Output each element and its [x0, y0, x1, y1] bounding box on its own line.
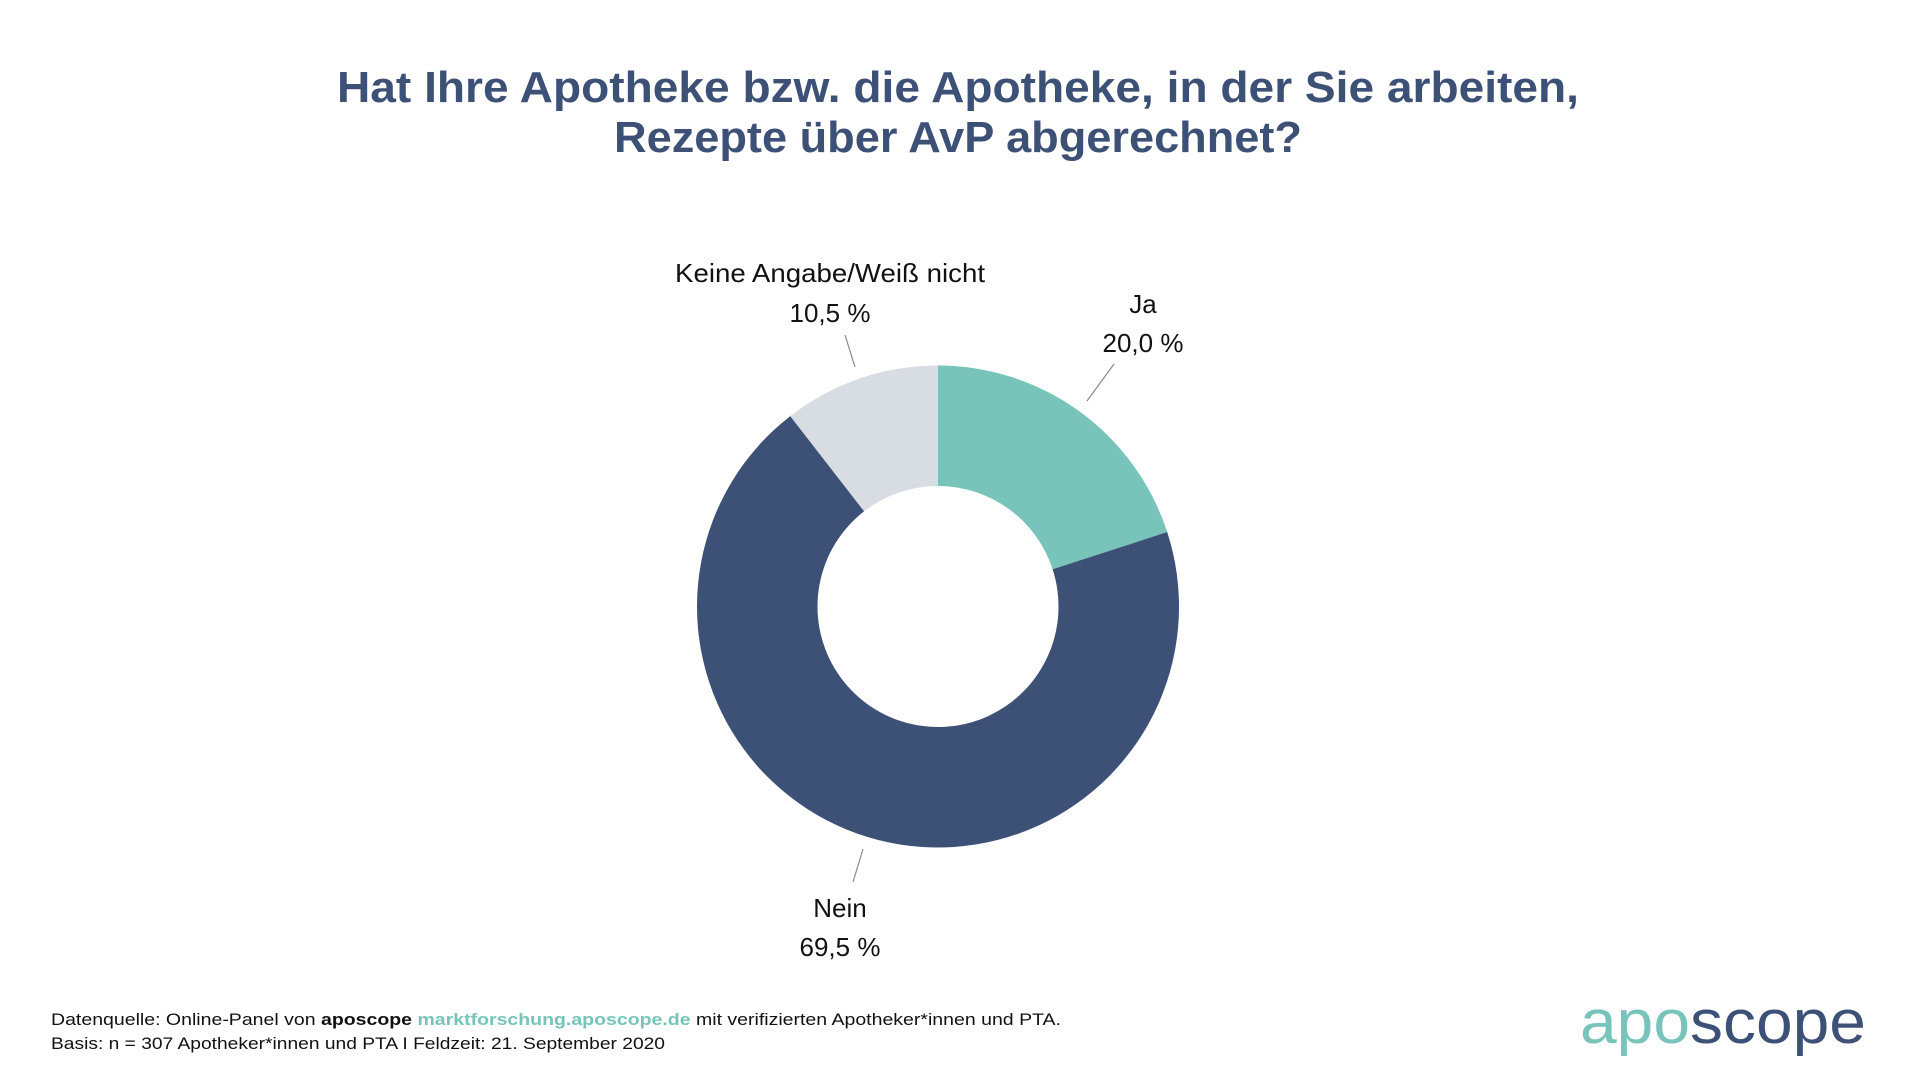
chart-title-line-1: Hat Ihre Apotheke bzw. die Apotheke, in …: [337, 63, 1579, 112]
logo-part-scope: scope: [1690, 988, 1866, 1057]
donut-slice-ja: [938, 365, 1168, 570]
donut-slice-nein: [697, 416, 1179, 848]
slice-label-keine-angabe: Keine Angabe/Weiß nicht: [675, 258, 986, 288]
leader-line-ja: [1086, 363, 1115, 402]
leader-line-nein: [852, 848, 864, 883]
slice-label-nein: Nein: [813, 893, 866, 923]
slice-label-ja: Ja: [1129, 289, 1157, 319]
donut-slices: [697, 365, 1179, 848]
slice-value-ja: 20,0 %: [1103, 328, 1184, 358]
chart-title-line-2: Rezepte über AvP abgerechnet?: [614, 113, 1302, 162]
aposcope-logo: apo scope: [1580, 988, 1866, 1057]
footer-source: Datenquelle: Online-Panel von aposcope m…: [51, 1010, 1061, 1029]
logo-part-apo: apo: [1580, 988, 1690, 1057]
donut-slice-keine-angabe-weiß-nicht: [790, 365, 938, 512]
slice-value-keine-angabe: 10,5 %: [790, 298, 871, 328]
footer-source-prefix: Datenquelle: Online-Panel von: [51, 1010, 321, 1029]
footer-link[interactable]: marktforschung.aposcope.de: [417, 1010, 690, 1029]
footer-basis: Basis: n = 307 Apotheker*innen und PTA I…: [51, 1034, 665, 1053]
footer-source-suffix: mit verifizierten Apotheker*innen und PT…: [691, 1010, 1061, 1029]
leader-line-keine-angabe: [844, 334, 856, 368]
slice-value-nein: 69,5 %: [800, 932, 881, 962]
footer-brand: aposcope: [321, 1010, 412, 1029]
